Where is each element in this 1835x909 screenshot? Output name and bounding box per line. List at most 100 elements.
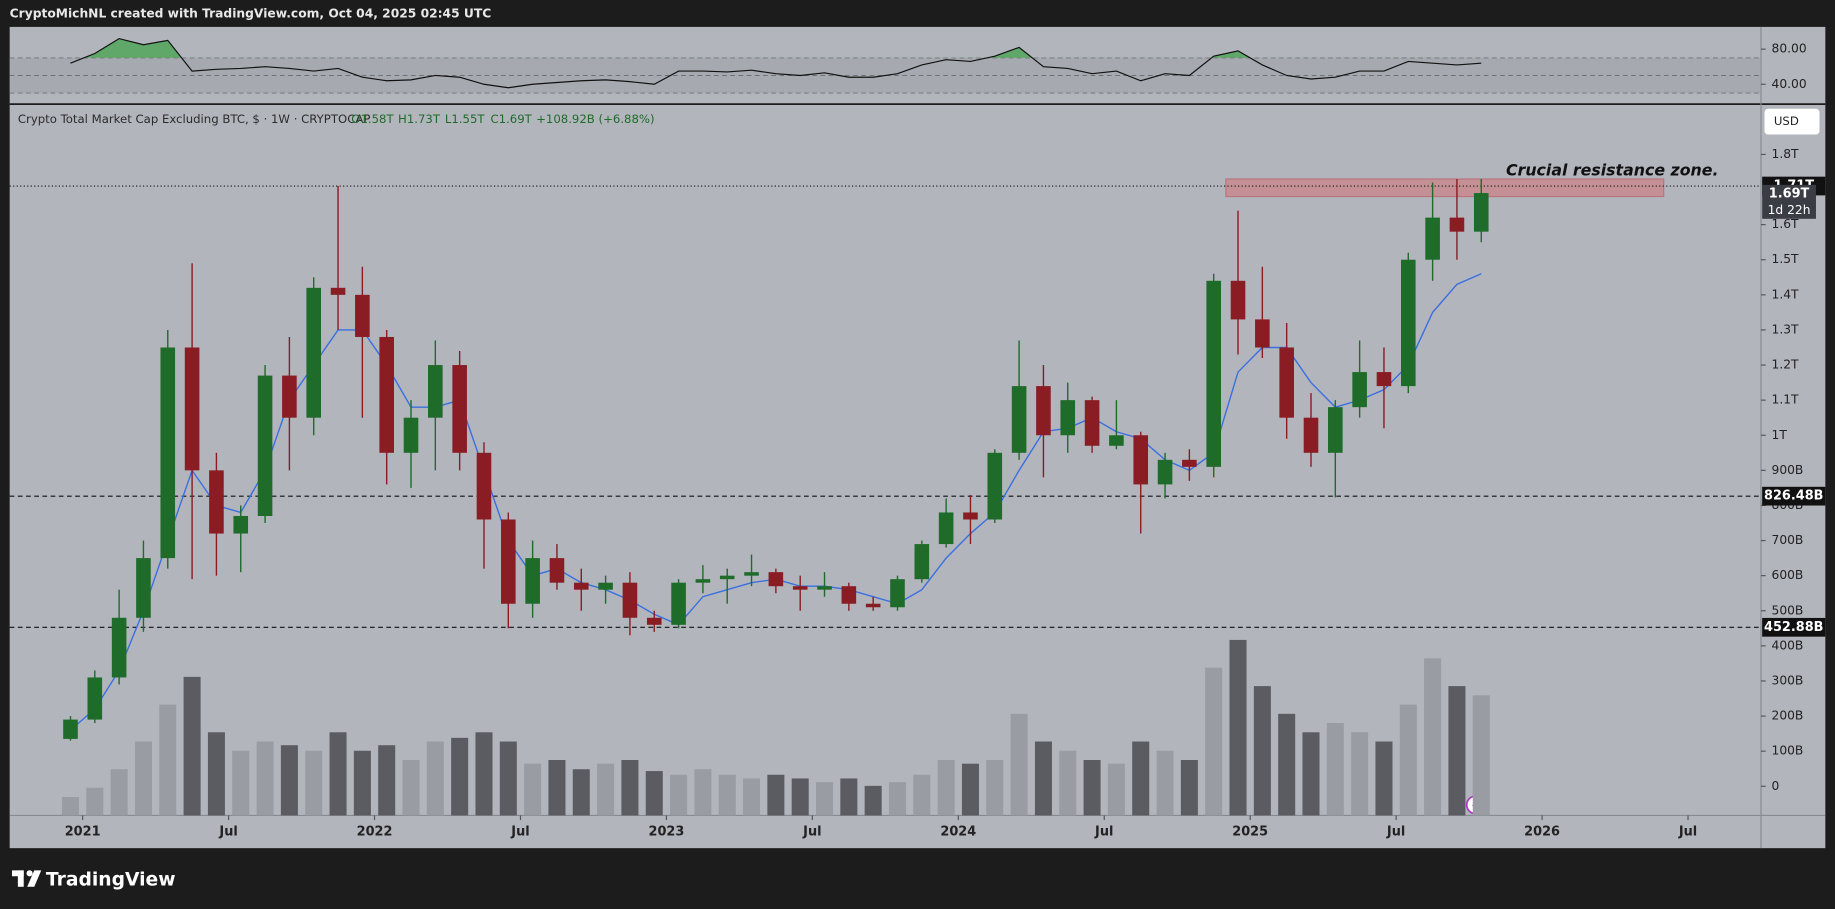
- candle-body: [914, 544, 930, 580]
- volume-bar: [1302, 732, 1320, 816]
- candle-body: [1449, 217, 1465, 232]
- candle-body: [1230, 280, 1246, 320]
- currency-button[interactable]: [1764, 108, 1820, 135]
- volume-bar: [913, 774, 931, 816]
- candle-body: [160, 347, 176, 559]
- candle-body: [768, 572, 784, 587]
- chart-area: [9, 26, 1826, 849]
- y-tick-label: 600B: [1772, 568, 1804, 582]
- candle-body: [987, 452, 1003, 520]
- volume-bar: [621, 759, 639, 816]
- candle-body: [841, 586, 857, 604]
- y-tick-label: 1T: [1772, 428, 1788, 442]
- volume-bar: [1180, 759, 1198, 816]
- volume-bar: [110, 769, 128, 816]
- volume-bar: [329, 732, 347, 816]
- countdown: 1d 22h: [1768, 203, 1811, 217]
- volume-bar: [159, 704, 177, 816]
- x-tick-label: Jul: [1386, 824, 1405, 839]
- volume-bar: [791, 778, 809, 816]
- volume-bar: [256, 741, 274, 816]
- volume-bar: [1132, 741, 1150, 816]
- y-tick-label: 1.5T: [1772, 252, 1800, 266]
- credit: CryptoMichNL created with TradingView.co…: [10, 7, 492, 21]
- candle-body: [719, 575, 735, 580]
- rsi-tick-label: 80.00: [1772, 42, 1807, 56]
- candle-body: [1255, 319, 1270, 348]
- currency[interactable]: USD: [1774, 114, 1799, 128]
- volume-bar: [937, 759, 955, 816]
- x-tick-label: Jul: [802, 824, 821, 839]
- y-tick-label: 100B: [1772, 744, 1804, 758]
- y-tick-label: 500B: [1772, 603, 1804, 617]
- level-label-box: [1762, 617, 1826, 637]
- x-tick-label: Jul: [1094, 824, 1113, 839]
- candle-body: [355, 294, 370, 337]
- x-tick-label: 2024: [940, 824, 976, 839]
- volume-bar: [767, 774, 785, 816]
- volume-bar: [694, 769, 712, 816]
- y-tick-label: 1.1T: [1772, 393, 1800, 407]
- candle-body: [428, 365, 443, 418]
- y-tick-label: 0: [1772, 779, 1780, 793]
- candle-body: [646, 617, 662, 625]
- candle-body: [938, 512, 954, 545]
- ohlc-change: +108.92B (+6.88%): [536, 112, 654, 126]
- volume-bar: [280, 745, 298, 816]
- x-tick-label: 2021: [65, 824, 101, 839]
- volume-bar: [743, 778, 761, 816]
- x-tick-label: Jul: [1678, 824, 1697, 839]
- candle-body: [1425, 217, 1440, 260]
- candle-body: [549, 558, 565, 583]
- volume-bar: [572, 769, 590, 816]
- candle-body: [573, 582, 589, 590]
- volume-bar: [1424, 658, 1442, 816]
- volume-bar: [1059, 750, 1077, 816]
- logo-dot: [26, 870, 33, 877]
- x-tick-label: 2022: [357, 824, 393, 839]
- candle-body: [671, 582, 686, 625]
- candle-body: [403, 417, 419, 453]
- last-price-label: 1.69T: [1769, 187, 1810, 202]
- candle-body: [1011, 386, 1027, 453]
- y-tick-label: 400B: [1772, 638, 1804, 652]
- volume-bar: [1083, 759, 1101, 816]
- candle-body: [209, 470, 224, 534]
- ohlc-low: L1.55T: [445, 112, 486, 126]
- volume-bar: [475, 732, 493, 816]
- volume-bar: [426, 741, 444, 816]
- volume-bar: [1375, 741, 1393, 816]
- volume-bar: [864, 785, 882, 816]
- y-tick-label: 1.2T: [1772, 358, 1800, 372]
- rsi-tick-label: 40.00: [1772, 77, 1807, 91]
- candle-body: [1303, 417, 1319, 453]
- y-tick-label: 1.4T: [1772, 287, 1800, 301]
- volume-bar: [451, 737, 469, 816]
- volume-bar: [1278, 713, 1296, 816]
- volume-bar: [207, 732, 225, 816]
- level-label-box: [1762, 486, 1826, 506]
- volume-bar: [1205, 667, 1223, 816]
- candle-body: [87, 677, 103, 720]
- candle-body: [622, 582, 638, 618]
- volume-bar: [86, 787, 104, 816]
- volume-bar: [232, 750, 250, 816]
- volume-bar: [961, 763, 979, 816]
- volume-bar: [378, 745, 396, 816]
- candle-body: [598, 582, 613, 590]
- candle-body: [330, 287, 346, 295]
- candle-body: [257, 375, 273, 516]
- candle-body: [1109, 435, 1124, 446]
- candle-body: [306, 287, 322, 418]
- candle-body: [111, 617, 127, 678]
- volume-bar: [645, 771, 663, 816]
- candle-body: [1352, 372, 1367, 408]
- candle-body: [476, 452, 492, 520]
- x-tick-label: 2026: [1524, 824, 1560, 839]
- ohlc-legend: O1.58T H1.73T L1.55T C1.69T +108.92B (+6…: [351, 112, 654, 126]
- candle-body: [136, 558, 151, 618]
- candle-body: [1182, 459, 1197, 467]
- candle-body: [501, 519, 516, 604]
- volume-bar: [1034, 741, 1052, 816]
